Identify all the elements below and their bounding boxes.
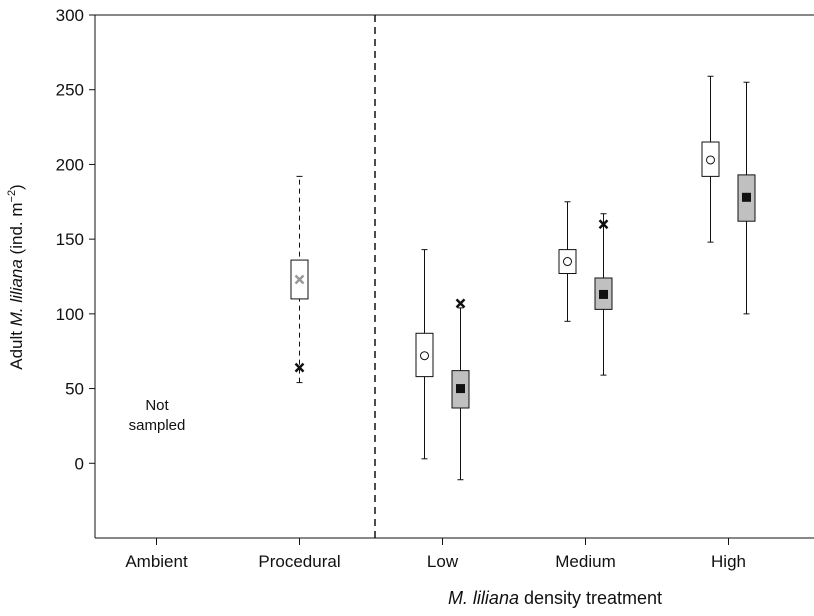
cross-stroke [598, 219, 609, 230]
mean-marker [456, 384, 465, 394]
y-label-part: ) [7, 184, 26, 190]
y-label-part: (ind. m [7, 202, 26, 259]
mean-marker [294, 274, 305, 285]
cross-stroke [294, 362, 305, 373]
outlier [455, 298, 466, 309]
y-tick-label: 300 [56, 6, 84, 25]
annotation: Not sampled [128, 397, 186, 434]
y-tick-label: 250 [56, 81, 84, 100]
x-tick-label: Ambient [125, 552, 188, 571]
x-tick-label: Low [427, 552, 459, 571]
y-tick-label: 150 [56, 230, 84, 249]
x-axis-label: M. liliana density treatment [448, 588, 662, 608]
y-tick-label: 200 [56, 155, 84, 174]
outlier [598, 219, 609, 230]
mean-marker [420, 351, 429, 361]
y-tick-label: 0 [75, 454, 84, 473]
cross-stroke [294, 274, 305, 285]
mean-marker [742, 192, 751, 202]
y-axis-label: Adult M. liliana (ind. m−2) [6, 184, 26, 369]
outlier [294, 362, 305, 373]
mean-marker [563, 257, 572, 267]
x-label-part: M. liliana [448, 588, 519, 608]
y-tick-label: 100 [56, 305, 84, 324]
y-tick-label: 50 [65, 380, 84, 399]
y-label-part: Adult [7, 326, 26, 369]
cross-stroke [455, 298, 466, 309]
x-tick-label: Medium [555, 552, 615, 571]
x-tick-label: High [711, 552, 746, 571]
mean-marker [599, 289, 608, 299]
y-label-part: −2 [6, 190, 18, 203]
mean-marker [706, 155, 715, 165]
x-tick-label: Procedural [258, 552, 340, 571]
x-label-part: density treatment [519, 588, 662, 608]
y-label-part: M. liliana [7, 259, 26, 326]
